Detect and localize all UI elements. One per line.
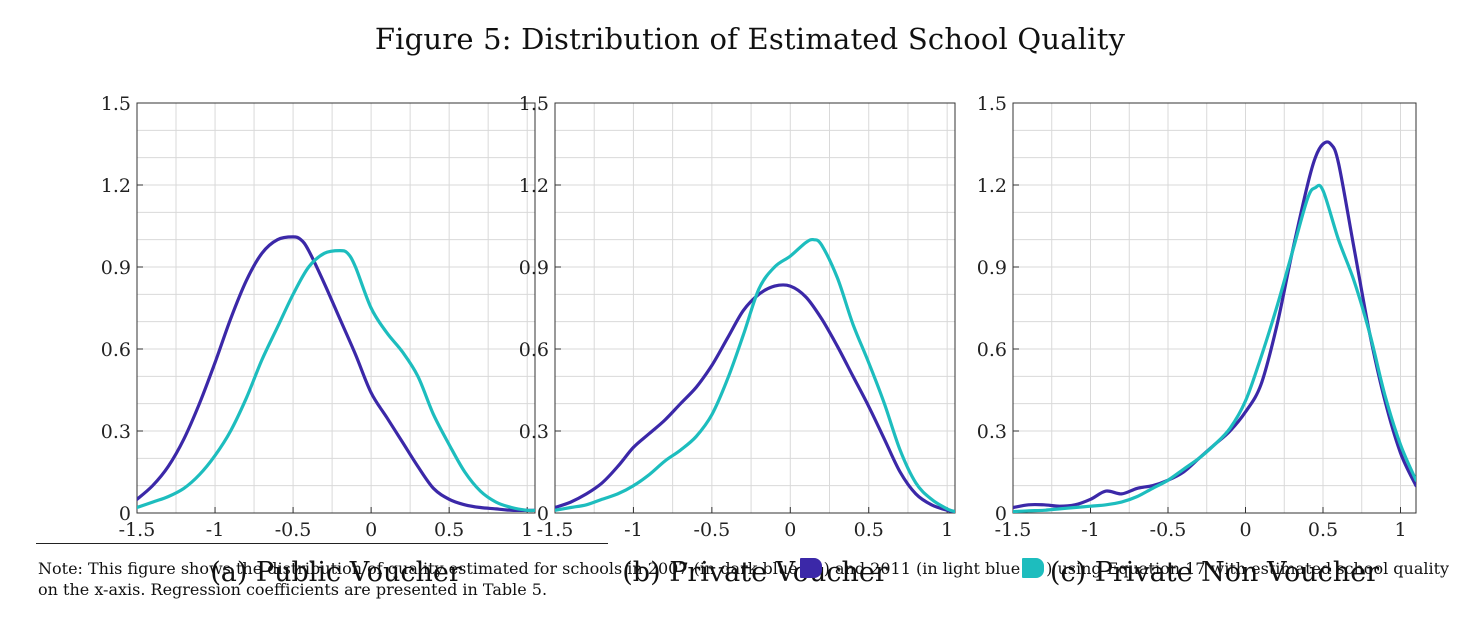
- dark-blue-swatch: [799, 558, 822, 578]
- note-text-part2: ) and 2011 (in light blue: [823, 559, 1021, 578]
- y-tick-label: 1.2: [977, 175, 1007, 197]
- series-line-series_2007: [555, 283, 955, 513]
- footnote-rule: [36, 543, 608, 544]
- chart-panel-public-voucher: 0 0.3 0.6 0.9 1.2 1.5 -1.5 -1 -0.5 0 0.5 1 (a) Publi…: [0, 90, 545, 588]
- x-tick-label: -1.5: [995, 519, 1032, 541]
- x-tick-label: 0: [784, 519, 796, 541]
- x-tick-label: 0.5: [854, 519, 884, 541]
- x-tick-label: 1: [521, 519, 533, 541]
- figure-title: Figure 5: Distribution of Estimated Scho…: [374, 22, 1126, 56]
- x-tick-label: 0.5: [434, 519, 464, 541]
- x-tick-label: -1.5: [537, 519, 574, 541]
- chart-svg: 0 0.3 0.6 0.9 1.2 1.5 -1.5 -1 -0.5 0 0.5 1 (a) Publi…: [101, 93, 536, 588]
- series-line-series_2011: [1013, 183, 1416, 513]
- x-tick-label: -0.5: [1150, 519, 1187, 541]
- y-tick-label: 0.9: [101, 257, 131, 279]
- y-tick-label: 0.6: [101, 339, 131, 361]
- panel-caption: (c) Private Non Voucher: [1050, 557, 1379, 588]
- plot-frame: [1012, 102, 1417, 514]
- chart-svg: 0 0.3 0.6 0.9 1.2 1.5 -1.5 -1 -0.5 0 0.5 1 (c) Priva…: [977, 93, 1417, 588]
- y-tick-label: 1.2: [519, 175, 549, 197]
- x-tick-label: 0: [1239, 519, 1251, 541]
- x-tick-label: 0.5: [1308, 519, 1338, 541]
- y-tick-label: 0: [119, 503, 131, 525]
- y-tick-label: 0.6: [519, 339, 549, 361]
- x-tick-label: -1.5: [119, 519, 156, 541]
- plot-frame: [136, 102, 536, 514]
- x-tick-label: -1: [1081, 519, 1100, 541]
- series-line-series_2007: [1013, 140, 1416, 510]
- note-text-part3: ) using Equation 17 with estimated schoo…: [38, 559, 1450, 599]
- y-tick-label: 1.2: [101, 175, 131, 197]
- chart-svg: 0 0.3 0.6 0.9 1.2 1.5 -1.5 -1 -0.5 0 0.5 1 (b) Priva…: [519, 93, 956, 588]
- y-tick-label: 1.5: [977, 93, 1007, 115]
- light-blue-swatch: [1022, 558, 1045, 578]
- series-line-series_2007: [137, 235, 535, 512]
- y-tick-label: 0.9: [977, 257, 1007, 279]
- series-line-series_2011: [555, 237, 955, 513]
- figure-note: Note: This figure shows the distribution…: [38, 558, 1472, 600]
- chart-panel-private-non-voucher: 0 0.3 0.6 0.9 1.2 1.5 -1.5 -1 -0.5 0 0.5 1 (c) Priva…: [872, 90, 1426, 588]
- y-tick-label: 0.3: [977, 421, 1007, 443]
- panel-caption: (a) Public Voucher: [210, 557, 462, 588]
- x-tick-label: -0.5: [694, 519, 731, 541]
- plot-frame: [554, 102, 956, 514]
- y-tick-label: 0: [537, 503, 549, 525]
- series-line-series_2011: [137, 249, 535, 513]
- x-tick-label: 1: [941, 519, 953, 541]
- x-tick-label: -1: [206, 519, 225, 541]
- y-tick-label: 0.6: [977, 339, 1007, 361]
- y-tick-label: 0.9: [519, 257, 549, 279]
- x-tick-label: -0.5: [275, 519, 312, 541]
- y-tick-label: 0: [995, 503, 1007, 525]
- x-tick-label: -1: [624, 519, 643, 541]
- x-tick-label: 0: [365, 519, 377, 541]
- chart-panel-private-voucher: 0 0.3 0.6 0.9 1.2 1.5 -1.5 -1 -0.5 0 0.5 1 (b) Priva…: [432, 90, 965, 588]
- y-tick-label: 1.5: [519, 93, 549, 115]
- x-tick-label: 1: [1394, 519, 1406, 541]
- y-tick-label: 0.3: [519, 421, 549, 443]
- y-tick-label: 1.5: [101, 93, 131, 115]
- y-tick-label: 0.3: [101, 421, 131, 443]
- panel-caption: (b) Private Voucher: [622, 557, 888, 588]
- note-text-part1: Note: This figure shows the distribution…: [38, 559, 798, 578]
